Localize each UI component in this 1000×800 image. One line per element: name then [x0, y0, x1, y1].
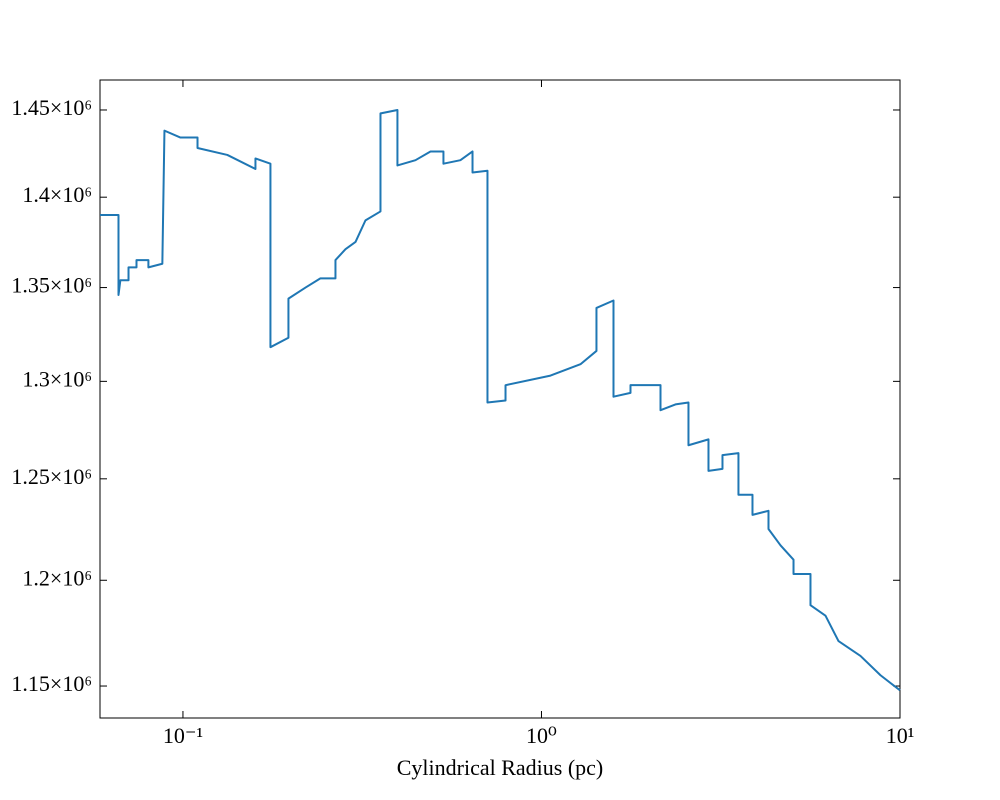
y-tick-label: 1.45×10⁶	[11, 95, 92, 120]
x-tick-label: 10¹	[886, 723, 915, 748]
y-tick-label: 1.4×10⁶	[22, 182, 92, 207]
x-tick-label: 10⁻¹	[163, 723, 203, 748]
x-axis-label: Cylindrical Radius (pc)	[397, 755, 604, 780]
y-tick-label: 1.25×10⁶	[11, 464, 92, 489]
data-line	[100, 108, 901, 692]
y-tick-label: 1.3×10⁶	[22, 366, 92, 391]
y-tick-label: 1.2×10⁶	[22, 565, 92, 590]
plot-frame	[99, 79, 901, 719]
y-tick-label: 1.15×10⁶	[11, 671, 92, 696]
y-tick-label: 1.35×10⁶	[11, 273, 92, 298]
x-tick-label: 10⁰	[526, 723, 557, 748]
